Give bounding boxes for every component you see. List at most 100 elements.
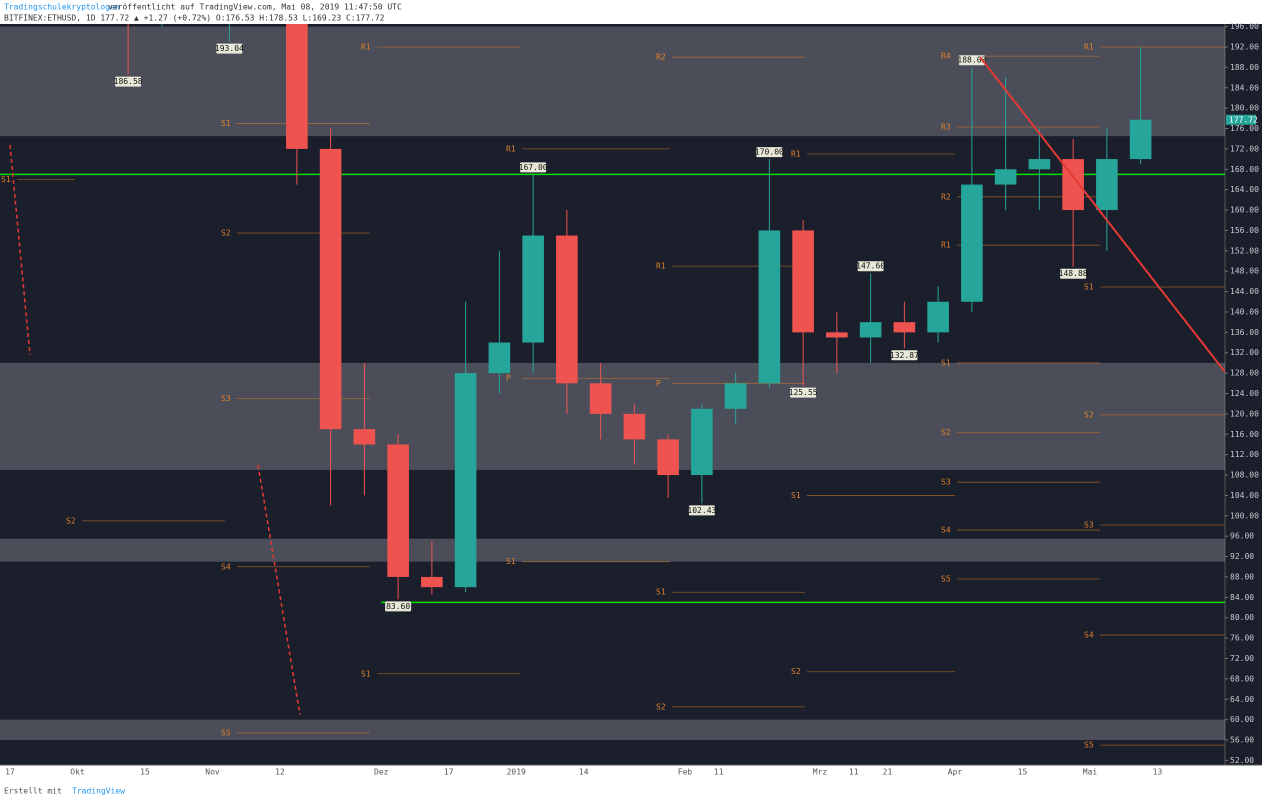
price-tag-bg	[857, 261, 884, 272]
pivot-label: S2	[656, 702, 666, 711]
x-tick-label: 2019	[507, 768, 526, 777]
y-tick-label: 116.00	[1230, 430, 1259, 439]
price-tag: 170.00	[755, 147, 784, 158]
pivot-label: R1	[656, 262, 666, 271]
pivot-label: R1	[941, 241, 951, 250]
candle-body	[286, 24, 308, 149]
y-tick-label: 64.00	[1230, 695, 1254, 704]
price-tag-bg	[216, 43, 243, 54]
y-tick-label: 108.00	[1230, 471, 1259, 480]
x-tick-label: Okt	[70, 768, 85, 777]
price-tag-bg	[115, 76, 142, 87]
x-tick-label: 15	[140, 768, 150, 777]
price-tag-text: 147.60	[856, 262, 885, 271]
y-tick-label: 104.00	[1230, 491, 1259, 500]
price-tag: 102.43	[687, 505, 717, 516]
price-tag-text: 148.88	[1059, 269, 1088, 278]
price-tag: 83.60	[385, 601, 412, 612]
price-tag-bg	[385, 601, 412, 612]
x-tick-label: 11	[849, 768, 859, 777]
price-tag: 125.55	[789, 387, 818, 398]
y-tick-label: 100.00	[1230, 511, 1259, 520]
x-tick-label: 21	[883, 768, 893, 777]
pivot-label: S1	[1, 175, 11, 184]
trend-line	[979, 56, 1225, 373]
candle-body	[353, 429, 376, 445]
x-tick-label: 12	[275, 768, 285, 777]
x-tick-label: Mrz	[813, 768, 828, 777]
price-tag-text: 167.00	[519, 163, 548, 172]
y-tick-label: 80.00	[1230, 613, 1254, 622]
pivot-label: P	[506, 374, 511, 383]
pivot-label: R1	[791, 149, 801, 158]
y-tick-label: 156.00	[1230, 226, 1259, 235]
y-tick-label: 120.00	[1230, 409, 1259, 418]
price-tag-bg	[891, 350, 918, 361]
y-tick-label: 148.00	[1230, 267, 1259, 276]
price-tag-bg	[1060, 268, 1087, 279]
y-tick-label: 184.00	[1230, 83, 1259, 92]
price-tag-bg	[958, 55, 985, 66]
y-tick-label: 124.00	[1230, 389, 1259, 398]
symbol-line: BITFINEX:ETHUSD, 1D 177.72 ▲ +1.27 (+0.7…	[4, 14, 385, 23]
pivot-label: R1	[1084, 42, 1094, 51]
candle-body	[826, 332, 848, 338]
price-tag-text: 188.03	[957, 56, 986, 65]
candle-body	[859, 322, 882, 338]
pivot-label: S3	[941, 478, 951, 487]
pivot-label: S2	[66, 516, 76, 525]
pivot-label: S4	[221, 562, 231, 571]
y-tick-label: 152.00	[1230, 246, 1259, 255]
price-tag: 167.00	[519, 162, 548, 173]
price-tag-text: 102.43	[687, 506, 716, 515]
y-tick-label: 132.00	[1230, 348, 1259, 357]
y-tick-label: 192.00	[1230, 42, 1259, 51]
pivot-label: S1	[791, 491, 801, 500]
y-tick-label: 172.00	[1230, 144, 1259, 153]
y-tick-label: 128.00	[1230, 369, 1259, 378]
candle-body	[1062, 159, 1084, 211]
y-tick-label: 72.00	[1230, 654, 1254, 663]
drawings	[9, 56, 1225, 716]
x-tick-label: 11	[714, 768, 724, 777]
pivot-label: S1	[506, 557, 516, 566]
candle-body	[1096, 159, 1118, 211]
price-tag: 147.60	[856, 261, 885, 272]
price-tag-text: 83.60	[386, 602, 410, 611]
pivot-label: S1	[361, 669, 371, 678]
candle-body	[758, 230, 781, 384]
pivot-label: R1	[506, 144, 516, 153]
price-tag: 186.58	[114, 76, 143, 87]
x-tick-label: Dez	[374, 768, 389, 777]
y-tick-label: 144.00	[1230, 287, 1259, 296]
y-tick-label: 164.00	[1230, 185, 1259, 194]
y-tick-label: 96.00	[1230, 532, 1254, 541]
candle-body	[488, 342, 511, 374]
x-tick-label: Feb	[678, 768, 693, 777]
price-tag-text: 186.58	[114, 77, 143, 86]
pivot-label: R1	[361, 42, 371, 51]
plot: S1 S2 S1 S2 S3 S4 S5 R1 S1 R1 P S1 R2 R1 P S1 S2 R1 S1 S2 R4…	[0, 24, 1225, 750]
y-tick-label: 196.00	[1230, 22, 1259, 31]
pivot-label: S5	[1084, 741, 1094, 750]
candle-body	[792, 230, 814, 333]
y-tick-label: 76.00	[1230, 634, 1254, 643]
y-tick-label: 84.00	[1230, 593, 1254, 602]
candle-body	[724, 383, 747, 409]
pivot-label: S4	[1084, 631, 1094, 640]
price-tag: 132.87	[890, 350, 919, 361]
price-tag-text: 170.00	[755, 148, 784, 157]
zone	[0, 719, 1225, 741]
y-tick-label: 160.00	[1230, 206, 1259, 215]
x-tick-label: 15	[1018, 768, 1028, 777]
y-tick-label: 88.00	[1230, 572, 1254, 581]
footer-brand: TradingView	[72, 787, 125, 796]
pivot-label: S2	[221, 228, 231, 237]
last-price-bg	[1226, 114, 1256, 125]
pivot-label: S3	[1084, 520, 1094, 529]
candle-body	[421, 576, 443, 588]
pivot-label: R4	[941, 52, 951, 61]
y-tick-label: 68.00	[1230, 674, 1254, 683]
pivot-label: S1	[1084, 282, 1094, 291]
y-tick-label: 168.00	[1230, 165, 1259, 174]
